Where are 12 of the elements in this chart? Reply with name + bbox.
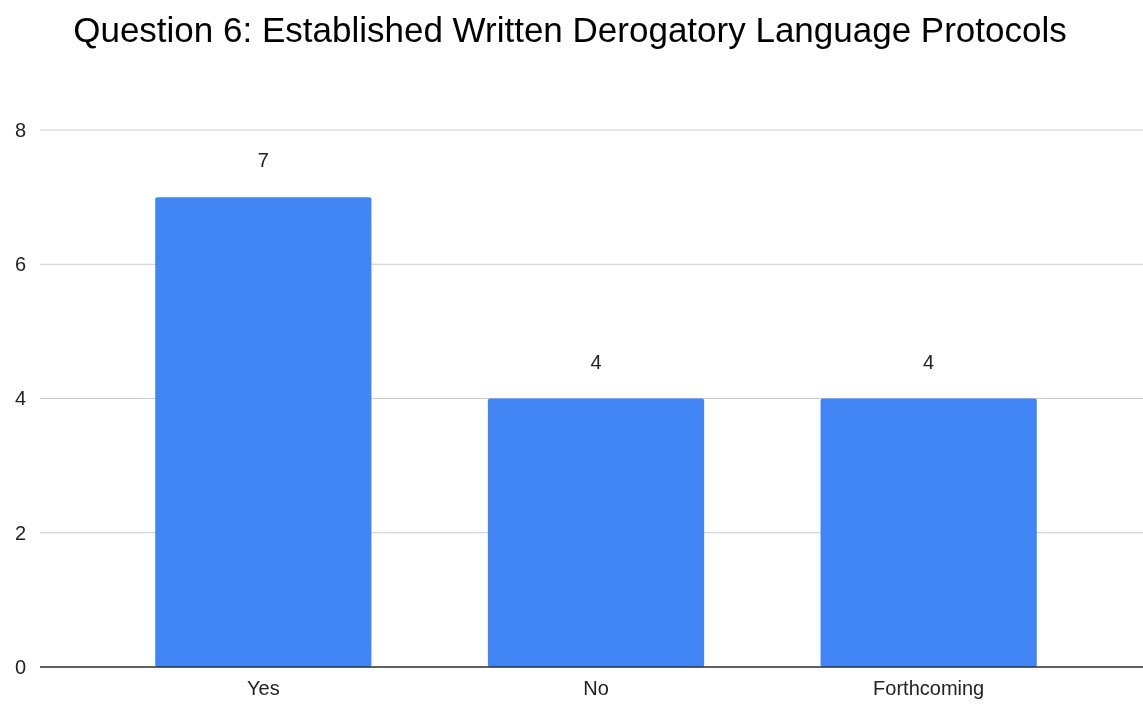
y-tick-label: 4 [14, 387, 26, 410]
data-label: 4 [923, 350, 935, 373]
y-tick-label: 0 [14, 655, 26, 678]
x-tick-label: Forthcoming [873, 677, 985, 700]
x-tick-label: No [583, 677, 609, 700]
y-tick-label: 8 [14, 118, 26, 141]
x-tick-label: Yes [247, 677, 280, 700]
data-label: 7 [257, 149, 269, 172]
y-tick-label: 2 [14, 521, 26, 544]
chart-title: Question 6: Established Written Derogatory Language Protocols [73, 10, 1067, 49]
y-tick-label: 6 [14, 253, 26, 276]
data-label: 4 [590, 350, 602, 373]
